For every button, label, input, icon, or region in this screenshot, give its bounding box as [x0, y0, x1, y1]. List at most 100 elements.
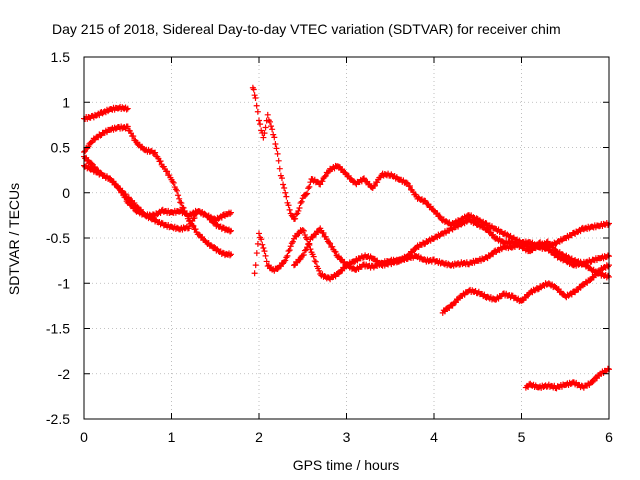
data-point: [481, 223, 488, 230]
y-tick-labels: 1.5 1 0.5 0 -0.5 -1 -1.5 -2 -2.5: [46, 49, 70, 427]
data-point: [218, 214, 225, 221]
data-point: [293, 211, 300, 218]
data-point: [306, 183, 313, 190]
data-point: [252, 262, 259, 269]
series-track-h: [439, 262, 612, 316]
data-point: [269, 126, 276, 133]
data-point: [335, 253, 342, 260]
data-point: [317, 181, 324, 188]
data-point: [287, 243, 294, 250]
data-point: [173, 187, 180, 194]
data-point: [227, 252, 233, 259]
data-point: [299, 227, 306, 234]
axis-ticks: [83, 56, 610, 420]
data-point: [280, 181, 287, 188]
data-points: [81, 84, 612, 392]
data-point: [285, 248, 292, 255]
x-tick-label: 0: [80, 429, 88, 445]
data-point: [169, 178, 176, 185]
data-point: [186, 225, 192, 232]
data-point: [431, 207, 437, 214]
data-point: [263, 258, 270, 265]
data-point: [271, 134, 278, 141]
data-point: [319, 178, 326, 185]
data-point: [276, 165, 283, 172]
data-point: [285, 202, 292, 209]
data-point: [122, 194, 129, 201]
x-tick-label: 6: [605, 429, 613, 445]
data-point: [266, 118, 273, 125]
data-point: [251, 270, 258, 277]
data-point: [273, 145, 280, 152]
data-point: [149, 215, 156, 222]
y-tick-label: 0: [62, 185, 70, 201]
data-point: [507, 232, 514, 239]
data-point: [604, 221, 611, 228]
grid-lines: [84, 57, 609, 419]
data-point: [251, 92, 258, 99]
data-point: [286, 206, 293, 213]
data-point: [157, 158, 164, 165]
data-point: [261, 248, 268, 255]
data-point: [406, 183, 413, 190]
data-point: [130, 133, 137, 140]
data-point: [434, 210, 441, 217]
series-track-b: [81, 123, 234, 259]
data-point: [490, 231, 497, 238]
data-point: [124, 123, 131, 130]
y-tick-label: -2.5: [46, 411, 70, 427]
series-track-a: [81, 103, 131, 122]
data-point: [294, 259, 301, 266]
x-tick-label: 4: [430, 429, 438, 445]
data-point: [596, 268, 603, 275]
data-point: [191, 214, 198, 221]
data-point: [311, 258, 318, 265]
data-point: [593, 375, 600, 382]
data-point: [299, 195, 306, 202]
data-point: [256, 117, 262, 124]
data-point: [304, 190, 311, 197]
data-point: [282, 189, 289, 196]
data-point: [170, 179, 177, 186]
data-point: [192, 226, 199, 233]
data-point: [338, 256, 345, 263]
data-point: [281, 185, 288, 192]
data-point: [275, 157, 282, 164]
data-point: [422, 197, 429, 204]
data-point: [604, 272, 611, 279]
data-point: [604, 263, 611, 270]
data-point: [152, 149, 159, 156]
data-point: [289, 238, 296, 245]
data-point: [228, 227, 234, 234]
data-point: [321, 173, 328, 180]
data-point: [227, 228, 233, 235]
data-point: [257, 121, 264, 128]
data-point: [306, 240, 313, 247]
data-point: [307, 246, 314, 253]
data-point: [339, 166, 346, 173]
y-tick-label: -2: [58, 366, 71, 382]
x-tick-label: 5: [518, 429, 526, 445]
series-track-d: [81, 162, 234, 233]
data-point: [189, 218, 196, 225]
data-point: [265, 262, 272, 269]
data-point: [88, 165, 95, 172]
data-point: [412, 246, 419, 253]
data-point: [131, 204, 138, 211]
data-point: [284, 252, 291, 259]
data-point: [310, 253, 317, 260]
data-point: [298, 198, 305, 205]
data-point: [347, 175, 354, 182]
chart-title: Day 215 of 2018, Sidereal Day-to-day VTE…: [52, 21, 561, 37]
data-point: [427, 203, 434, 210]
x-axis-label: GPS time / hours: [293, 457, 400, 473]
data-point: [403, 179, 410, 186]
data-point: [292, 215, 299, 222]
data-point: [117, 185, 124, 192]
data-point: [534, 286, 541, 293]
y-tick-label: 0.5: [51, 140, 71, 156]
data-point: [300, 251, 307, 258]
data-point: [157, 210, 164, 217]
y-tick-label: 1: [62, 94, 70, 110]
